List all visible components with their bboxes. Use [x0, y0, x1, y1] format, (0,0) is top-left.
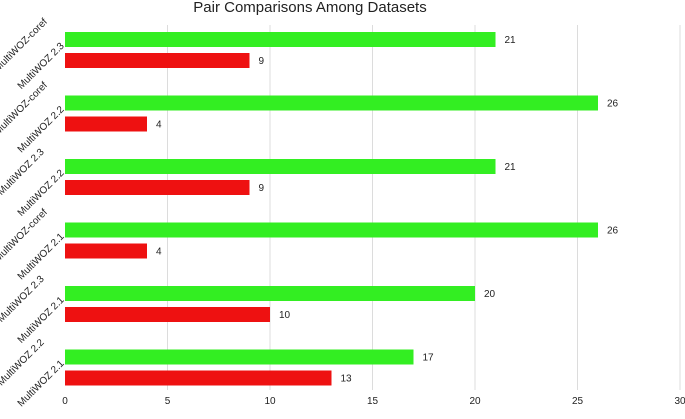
- bar-first: [65, 222, 598, 238]
- data-label: 13: [341, 374, 353, 385]
- data-label: 17: [423, 353, 435, 364]
- gridlines: [167, 25, 681, 390]
- x-tick-label: 30: [674, 396, 685, 407]
- data-label: 4: [156, 247, 162, 258]
- bar-second: [65, 307, 270, 322]
- x-tick-label: 10: [264, 396, 276, 407]
- bar-second: [65, 53, 250, 68]
- bar-first: [65, 286, 475, 301]
- bar-second: [65, 370, 332, 386]
- data-label: 26: [607, 99, 619, 110]
- data-label: 20: [484, 289, 496, 300]
- x-tick-label: 5: [165, 396, 171, 407]
- x-tick-label: 15: [367, 396, 379, 407]
- x-tick-label: 20: [469, 396, 481, 407]
- data-label: 4: [156, 120, 162, 131]
- x-tick-label: 25: [572, 396, 584, 407]
- bar-second: [65, 243, 147, 259]
- x-tick-label: 0: [62, 396, 68, 407]
- bars: [65, 32, 598, 386]
- data-label: 10: [279, 310, 291, 321]
- bar-first: [65, 349, 414, 365]
- data-label: 21: [505, 162, 517, 173]
- chart-title: Pair Comparisons Among Datasets: [193, 0, 426, 16]
- data-label: 21: [505, 35, 517, 46]
- bar-first: [65, 32, 496, 47]
- bar-second: [65, 180, 250, 195]
- data-labels: 21 9 26 4 21 9 26 4 20 10 17 13: [156, 35, 619, 385]
- bar-first: [65, 159, 496, 174]
- data-label: 9: [259, 56, 265, 67]
- data-label: 9: [259, 183, 265, 194]
- x-axis-ticks: 0 5 10 15 20 25 30: [62, 396, 685, 407]
- bar-second: [65, 116, 147, 132]
- data-label: 26: [607, 226, 619, 237]
- bar-first: [65, 95, 598, 111]
